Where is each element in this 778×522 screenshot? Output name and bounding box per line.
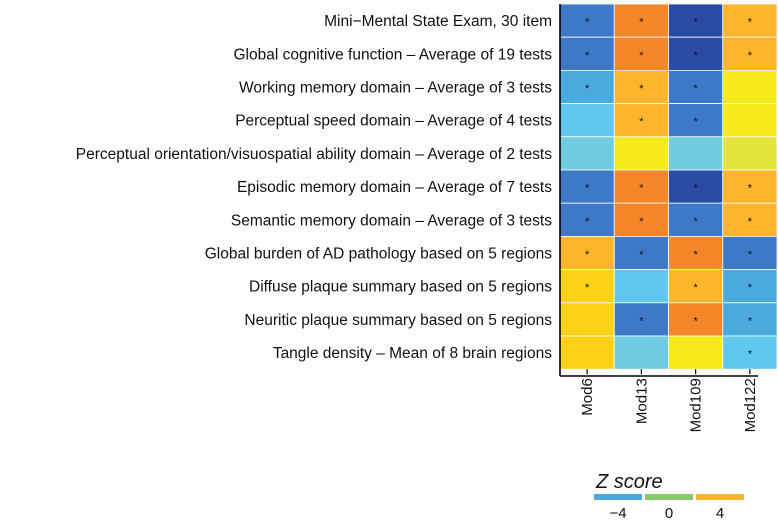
heatmap-cell xyxy=(668,335,724,370)
column-label: Mod6 xyxy=(579,378,596,416)
heatmap-cell xyxy=(722,3,778,38)
significance-markers: * * * * * * * * * * * * * * * * * * * * * * * * * * * * * * * * xyxy=(585,17,753,361)
heatmap-cell xyxy=(613,36,669,71)
legend-swatch xyxy=(645,494,693,500)
heatmap-cell xyxy=(668,3,724,38)
heatmap-cell xyxy=(559,302,615,337)
significance-star: * xyxy=(585,249,590,261)
heatmap-cell xyxy=(613,202,669,237)
significance-star: * xyxy=(639,315,644,327)
significance-star: * xyxy=(639,249,644,261)
significance-star: * xyxy=(585,282,590,294)
heatmap-cell xyxy=(722,235,778,270)
significance-star: * xyxy=(748,17,753,29)
column-labels: Mod6 Mod13 Mod109 Mod122 xyxy=(579,369,759,432)
legend-ticks: −4 0 4 xyxy=(609,505,724,522)
legend-tick-label: 0 xyxy=(665,505,673,522)
heatmap-cell xyxy=(613,136,669,171)
heatmap-cell xyxy=(613,335,669,370)
legend-tick-label: 4 xyxy=(716,505,724,522)
significance-star: * xyxy=(693,282,698,294)
significance-star: * xyxy=(693,216,698,228)
legend: Z score −4 0 4 xyxy=(594,471,744,522)
heatmap-cell xyxy=(668,269,724,304)
significance-star: * xyxy=(693,83,698,95)
significance-star: * xyxy=(639,17,644,29)
significance-star: * xyxy=(748,216,753,228)
heatmap-cells xyxy=(559,3,778,370)
column-label: Mod13 xyxy=(633,378,650,424)
significance-star: * xyxy=(639,83,644,95)
heatmap-cell xyxy=(613,103,669,138)
heatmap-cell xyxy=(668,169,724,204)
significance-star: * xyxy=(639,50,644,62)
column-label: Mod109 xyxy=(688,378,705,432)
significance-star: * xyxy=(748,183,753,195)
heatmap-cell xyxy=(613,3,669,38)
heatmap-cell xyxy=(559,169,615,204)
heatmap-cell xyxy=(559,335,615,370)
legend-swatch xyxy=(594,494,642,500)
significance-star: * xyxy=(585,216,590,228)
significance-star: * xyxy=(693,116,698,128)
heatmap-cell xyxy=(722,269,778,304)
significance-star: * xyxy=(585,83,590,95)
significance-star: * xyxy=(585,17,590,29)
legend-tick-label: −4 xyxy=(609,505,626,522)
significance-star: * xyxy=(585,183,590,195)
heatmap-cell xyxy=(722,36,778,71)
significance-star: * xyxy=(693,315,698,327)
significance-star: * xyxy=(748,315,753,327)
legend-title: Z score xyxy=(595,471,663,493)
heatmap-cell xyxy=(722,70,778,105)
row-label: Global cognitive function – Average of 1… xyxy=(233,46,552,63)
row-label: Perceptual orientation/visuospatial abil… xyxy=(76,146,552,163)
significance-star: * xyxy=(748,282,753,294)
row-label: Semantic memory domain – Average of 3 te… xyxy=(231,212,552,229)
row-labels: Mini−Mental State Exam, 30 item Global co… xyxy=(76,13,552,362)
heatmap-cell xyxy=(559,235,615,270)
significance-star: * xyxy=(585,50,590,62)
row-label: Tangle density – Mean of 8 brain regions xyxy=(273,345,552,362)
heatmap-cell xyxy=(722,136,778,171)
heatmap-cell xyxy=(722,302,778,337)
column-label: Mod122 xyxy=(742,378,759,432)
row-label: Episodic memory domain – Average of 7 te… xyxy=(237,179,552,196)
significance-star: * xyxy=(639,116,644,128)
heatmap-cell xyxy=(613,302,669,337)
heatmap-cell xyxy=(559,3,615,38)
significance-star: * xyxy=(693,50,698,62)
heatmap-cell xyxy=(668,202,724,237)
significance-star: * xyxy=(693,17,698,29)
significance-star: * xyxy=(693,183,698,195)
row-label: Mini−Mental State Exam, 30 item xyxy=(324,13,552,30)
significance-star: * xyxy=(639,216,644,228)
row-label: Diffuse plaque summary based on 5 region… xyxy=(249,279,552,296)
heatmap-cell xyxy=(613,235,669,270)
row-label: Global burden of AD pathology based on 5… xyxy=(205,246,553,263)
heatmap-cell xyxy=(613,70,669,105)
significance-star: * xyxy=(693,249,698,261)
legend-swatch xyxy=(696,494,744,500)
heatmap-cell xyxy=(722,202,778,237)
heatmap-cell xyxy=(722,103,778,138)
significance-star: * xyxy=(748,50,753,62)
significance-star: * xyxy=(639,183,644,195)
significance-star: * xyxy=(748,249,753,261)
heatmap-cell xyxy=(559,136,615,171)
heatmap-cell xyxy=(722,169,778,204)
heatmap-cell xyxy=(668,136,724,171)
row-label: Perceptual speed domain – Average of 4 t… xyxy=(235,113,552,130)
row-label: Neuritic plaque summary based on 5 regio… xyxy=(244,312,552,329)
heatmap-cell xyxy=(613,269,669,304)
heatmap-cell xyxy=(559,103,615,138)
significance-star: * xyxy=(748,349,753,361)
legend-swatches xyxy=(594,494,744,500)
row-label: Working memory domain – Average of 3 tes… xyxy=(239,80,552,97)
